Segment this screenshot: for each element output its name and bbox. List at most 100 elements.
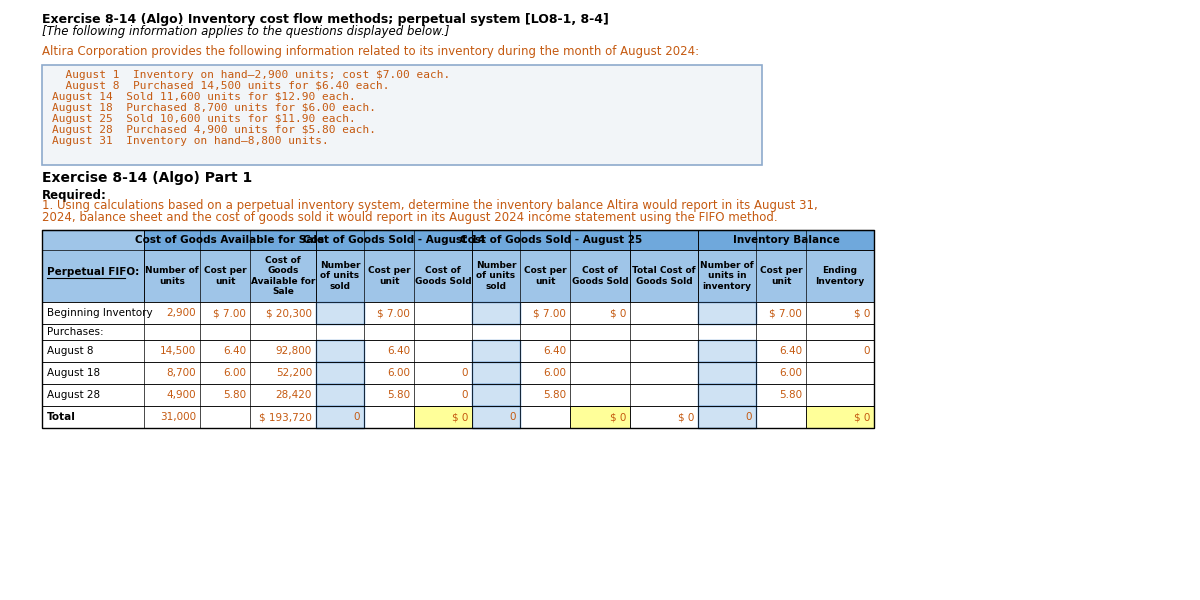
Bar [570, 406, 630, 428]
Text: Cost of
Goods Sold: Cost of Goods Sold [415, 266, 472, 286]
Bar [698, 250, 874, 302]
Bar [698, 384, 756, 406]
Text: $ 193,720: $ 193,720 [259, 412, 312, 422]
Text: Ending
Inventory: Ending Inventory [815, 266, 865, 286]
Text: $ 0: $ 0 [451, 412, 468, 422]
Text: 0: 0 [462, 390, 468, 400]
Text: $ 7.00: $ 7.00 [533, 308, 566, 318]
Text: August 1  Inventory on hand–2,900 units; cost $7.00 each.: August 1 Inventory on hand–2,900 units; … [52, 70, 450, 80]
Bar [630, 250, 698, 302]
Text: Exercise 8-14 (Algo) Part 1: Exercise 8-14 (Algo) Part 1 [42, 171, 252, 185]
Text: Beginning Inventory: Beginning Inventory [47, 308, 152, 318]
Text: $ 7.00: $ 7.00 [377, 308, 410, 318]
Text: 5.80: 5.80 [779, 390, 802, 400]
Text: 5.80: 5.80 [542, 390, 566, 400]
Text: 0: 0 [510, 412, 516, 422]
Bar [414, 406, 472, 428]
Text: Number
of units
sold: Number of units sold [475, 261, 516, 291]
Bar [472, 406, 520, 428]
Text: Cost of
Goods
Available for
Sale: Cost of Goods Available for Sale [251, 256, 316, 296]
Bar [316, 384, 364, 406]
Text: 5.80: 5.80 [386, 390, 410, 400]
Bar [42, 384, 874, 406]
Bar [316, 406, 364, 428]
Text: 2024, balance sheet and the cost of goods sold it would report in its August 202: 2024, balance sheet and the cost of good… [42, 211, 778, 223]
Text: Number
of units
sold: Number of units sold [319, 261, 360, 291]
Bar [316, 230, 472, 250]
Bar [42, 230, 874, 428]
Text: 8,700: 8,700 [167, 368, 196, 378]
Text: [The following information applies to the questions displayed below.]: [The following information applies to th… [42, 25, 450, 38]
Text: 14,500: 14,500 [160, 346, 196, 356]
Text: 52,200: 52,200 [276, 368, 312, 378]
Bar [316, 250, 472, 302]
Bar [42, 65, 762, 165]
Bar [698, 302, 756, 324]
Bar [42, 362, 874, 384]
Bar [698, 340, 756, 362]
Text: $ 0: $ 0 [610, 412, 626, 422]
Text: August 18  Purchased 8,700 units for $6.00 each.: August 18 Purchased 8,700 units for $6.0… [52, 103, 376, 113]
Text: Cost of Goods Sold - August 14: Cost of Goods Sold - August 14 [302, 235, 485, 245]
Bar [472, 302, 520, 324]
Text: 6.40: 6.40 [779, 346, 802, 356]
Text: 6.00: 6.00 [542, 368, 566, 378]
Text: 1. Using calculations based on a perpetual inventory system, determine the inven: 1. Using calculations based on a perpetu… [42, 199, 817, 212]
Bar [472, 362, 520, 384]
Text: 6.40: 6.40 [223, 346, 246, 356]
Text: August 28  Purchased 4,900 units for $5.80 each.: August 28 Purchased 4,900 units for $5.8… [52, 125, 376, 135]
Bar [630, 230, 698, 250]
Text: Cost per
unit: Cost per unit [523, 266, 566, 286]
Bar [698, 230, 874, 250]
Text: Altira Corporation provides the following information related to its inventory d: Altira Corporation provides the followin… [42, 44, 700, 58]
Bar [42, 406, 874, 428]
Text: $ 20,300: $ 20,300 [266, 308, 312, 318]
Text: Number of
units in
inventory: Number of units in inventory [700, 261, 754, 291]
Text: Cost of Goods Available for Sale: Cost of Goods Available for Sale [136, 235, 324, 245]
Bar [42, 324, 874, 340]
Text: 0: 0 [864, 346, 870, 356]
Bar [472, 250, 630, 302]
Text: $ 7.00: $ 7.00 [769, 308, 802, 318]
Text: Total Cost of
Goods Sold: Total Cost of Goods Sold [632, 266, 696, 286]
Text: 6.40: 6.40 [542, 346, 566, 356]
Bar [42, 340, 874, 362]
Bar [42, 302, 874, 324]
Bar [42, 230, 144, 302]
Bar [472, 340, 520, 362]
Text: $ 0: $ 0 [853, 412, 870, 422]
Text: 92,800: 92,800 [276, 346, 312, 356]
Text: 6.00: 6.00 [386, 368, 410, 378]
Text: 2,900: 2,900 [167, 308, 196, 318]
Text: Purchases:: Purchases: [47, 327, 103, 337]
Text: 6.00: 6.00 [223, 368, 246, 378]
Text: 0: 0 [462, 368, 468, 378]
Bar [698, 362, 756, 384]
Bar [316, 340, 364, 362]
Text: 0: 0 [745, 412, 752, 422]
Text: 5.80: 5.80 [223, 390, 246, 400]
Text: Number of
units: Number of units [145, 266, 199, 286]
Text: $ 0: $ 0 [610, 308, 626, 318]
Text: Cost of
Goods Sold: Cost of Goods Sold [571, 266, 629, 286]
Text: Inventory Balance: Inventory Balance [732, 235, 840, 245]
Text: Exercise 8-14 (Algo) Inventory cost flow methods; perpetual system [LO8-1, 8-4]: Exercise 8-14 (Algo) Inventory cost flow… [42, 13, 608, 25]
Text: August 14  Sold 11,600 units for $12.90 each.: August 14 Sold 11,600 units for $12.90 e… [52, 92, 355, 102]
Text: Cost per
unit: Cost per unit [204, 266, 246, 286]
Text: 6.40: 6.40 [386, 346, 410, 356]
Text: 0: 0 [354, 412, 360, 422]
Bar [316, 302, 364, 324]
Text: Cost per
unit: Cost per unit [367, 266, 410, 286]
Bar [144, 230, 316, 250]
Text: Required:: Required: [42, 188, 107, 202]
Text: August 18: August 18 [47, 368, 100, 378]
Text: Perpetual FIFO:: Perpetual FIFO: [47, 267, 139, 277]
Text: $ 7.00: $ 7.00 [214, 308, 246, 318]
Bar [472, 230, 630, 250]
Text: Cost of Goods Sold - August 25: Cost of Goods Sold - August 25 [460, 235, 642, 245]
Text: $ 0: $ 0 [678, 412, 694, 422]
Text: 28,420: 28,420 [276, 390, 312, 400]
Text: 6.00: 6.00 [779, 368, 802, 378]
Text: Total: Total [47, 412, 76, 422]
Text: 4,900: 4,900 [167, 390, 196, 400]
